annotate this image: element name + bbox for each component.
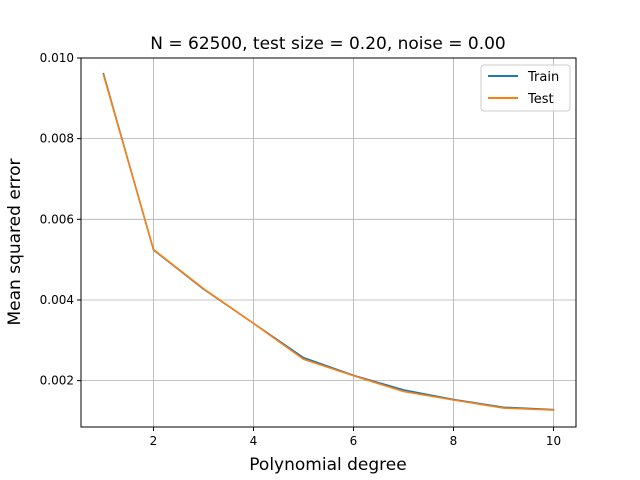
ticks: 2 4 6 8 10 0.002 0.004 0.006 0.008 0.010 (40, 51, 562, 448)
legend-label-train: Train (527, 70, 559, 85)
y-tick-label: 0.004 (40, 293, 74, 307)
x-tick-label: 4 (250, 434, 258, 448)
x-tick-label: 10 (546, 434, 561, 448)
y-tick-label: 0.006 (40, 212, 74, 226)
series-line-test (102, 73, 555, 411)
y-tick-label: 0.010 (40, 51, 74, 65)
series-layer (102, 72, 555, 411)
y-axis-title: Mean squared error (5, 159, 25, 326)
x-tick-label: 8 (450, 434, 458, 448)
legend: Train Test (480, 64, 571, 112)
x-tick-label: 2 (150, 434, 158, 448)
y-tick-label: 0.008 (40, 132, 74, 146)
plot-frame (80, 57, 577, 428)
legend-label-test: Test (527, 92, 554, 107)
x-axis-title: Polynomial degree (249, 455, 406, 475)
chart-title: N = 62500, test size = 0.20, noise = 0.0… (150, 34, 506, 54)
x-tick-label: 6 (350, 434, 358, 448)
y-tick-label: 0.002 (40, 374, 74, 388)
